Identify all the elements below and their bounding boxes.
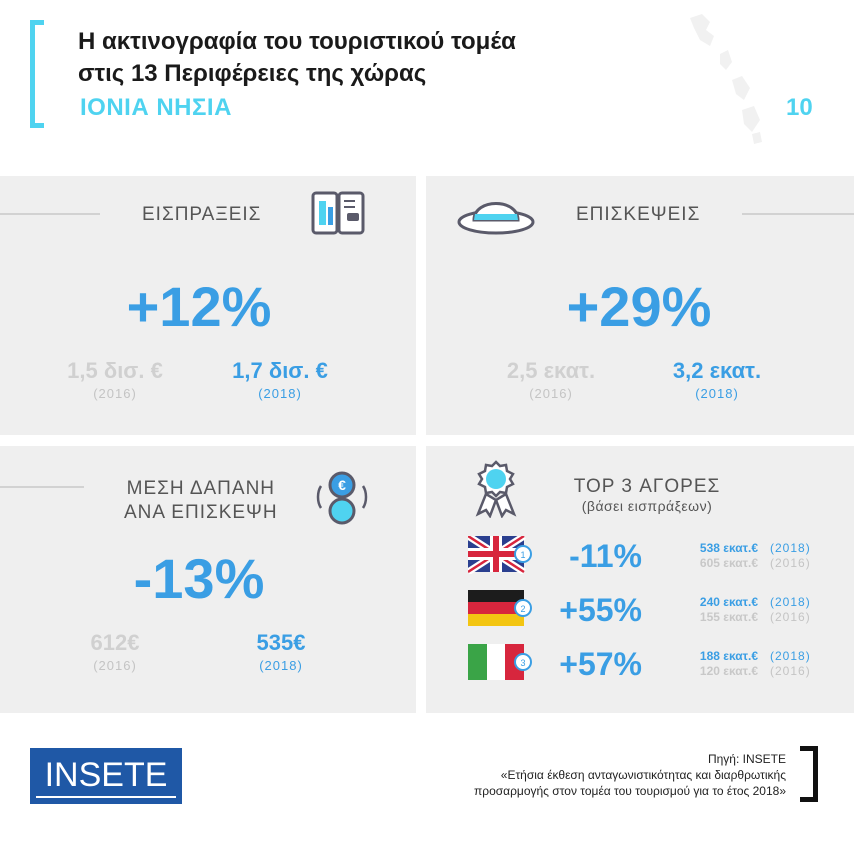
page-number: 10 xyxy=(786,94,813,121)
market-new-value: 538 εκατ.€ xyxy=(699,541,758,555)
svg-text:€: € xyxy=(338,477,346,493)
market-old-value: 155 εκατ.€ xyxy=(699,610,758,624)
market-old-year: (2016) xyxy=(770,664,811,678)
title-line-1: Η ακτινογραφία του τουριστικού τομέα xyxy=(78,28,516,55)
visits-new-value: 3,2 εκατ. xyxy=(672,358,762,383)
market-old-value: 120 εκατ.€ xyxy=(699,664,758,678)
spend-change: -13% xyxy=(133,547,265,610)
uk-flag-icon: 1 xyxy=(468,536,532,574)
euro-coins-icon: € xyxy=(316,471,368,525)
source-note: Πηγή: INSETE «Ετήσια έκθεση ανταγωνιστικ… xyxy=(474,751,786,799)
receipts-old-year: (2016) xyxy=(93,386,137,401)
receipts-new-year: (2018) xyxy=(258,386,302,401)
markets-panel: TOP 3 ΑΓΟΡΕΣ (βάσει εισπράξεων) 1 -11% 5… xyxy=(426,446,854,713)
receipts-change: +12% xyxy=(126,275,272,338)
visits-label: ΕΠΙΣΚΕΨΕΙΣ xyxy=(576,204,701,225)
receipts-panel: ΕΙΣΠΡΑΞΕΙΣ +12% 1,5 δισ. € (2016) 1,7 δι… xyxy=(0,176,416,435)
spend-label: ΜΕΣΗ ΔΑΠΑΝΗ ΑΝΑ ΕΠΙΣΚΕΨΗ xyxy=(124,477,278,525)
spend-label-line-2: ΑΝΑ ΕΠΙΣΚΕΨΗ xyxy=(124,502,278,523)
spend-old-value: 612€ xyxy=(90,630,140,655)
markets-title: TOP 3 ΑΓΟΡΕΣ xyxy=(573,476,721,497)
spend-old-year: (2016) xyxy=(93,658,137,673)
visits-change: +29% xyxy=(566,275,712,338)
market-old-value: 605 εκατ.€ xyxy=(699,556,758,570)
market-new-year: (2018) xyxy=(770,595,811,609)
logo-text: INSETE xyxy=(44,756,168,794)
divider xyxy=(0,486,84,488)
market-new-value: 188 εκατ.€ xyxy=(699,649,758,663)
italy-flag-icon: 3 xyxy=(468,644,532,680)
receipts-new-value: 1,7 δισ. € xyxy=(232,358,328,383)
market-new-value: 240 εκατ.€ xyxy=(699,595,758,609)
ionian-islands-map-icon xyxy=(690,14,762,144)
market-new-year: (2018) xyxy=(770,649,811,663)
divider xyxy=(742,213,854,215)
title-line-2: στις 13 Περιφέρειες της χώρας xyxy=(78,60,427,87)
market-row: 2 +55% 240 εκατ.€ (2018) 155 εκατ.€ (201… xyxy=(468,590,854,630)
visits-old-year: (2016) xyxy=(529,386,573,401)
markets-subtitle: (βάσει εισπράξεων) xyxy=(581,498,713,514)
award-badge-icon xyxy=(475,460,517,518)
page-title: Η ακτινογραφία του τουριστικού τομέα στι… xyxy=(78,26,516,90)
hat-icon xyxy=(457,202,535,235)
logo-underline xyxy=(36,796,176,798)
spend-new-value: 535€ xyxy=(256,630,306,655)
receipts-label: ΕΙΣΠΡΑΞΕΙΣ xyxy=(142,204,262,225)
receipts-old-value: 1,5 δισ. € xyxy=(67,358,163,383)
market-new-year: (2018) xyxy=(770,541,811,555)
visits-old-value: 2,5 εκατ. xyxy=(506,358,596,383)
germany-flag-icon: 2 xyxy=(468,590,532,626)
rank-number: 1 xyxy=(520,550,525,560)
market-old-year: (2016) xyxy=(770,556,811,570)
visits-new-year: (2018) xyxy=(695,386,739,401)
market-change: +57% xyxy=(559,646,642,682)
header-bracket xyxy=(30,20,44,128)
markets-heading: TOP 3 ΑΓΟΡΕΣ (βάσει εισπράξεων) xyxy=(542,476,752,514)
visits-panel: ΕΠΙΣΚΕΨΕΙΣ +29% 2,5 εκατ. (2016) 3,2 εκα… xyxy=(426,176,854,435)
market-row: 1 -11% 538 εκατ.€ (2018) 605 εκατ.€ (201… xyxy=(468,536,854,576)
rank-number: 2 xyxy=(520,604,525,614)
market-old-year: (2016) xyxy=(770,610,811,624)
spend-panel: ΜΕΣΗ ΔΑΠΑΝΗ ΑΝΑ ΕΠΙΣΚΕΨΗ € -13% 612€ (20… xyxy=(0,446,416,713)
source-line-2: «Ετήσια έκθεση ανταγωνιστικότητας και δι… xyxy=(500,768,786,782)
source-line-1: Πηγή: INSETE xyxy=(707,752,786,766)
market-change: -11% xyxy=(569,538,642,574)
spend-new-year: (2018) xyxy=(259,658,303,673)
divider xyxy=(0,213,100,215)
insete-logo: INSETE xyxy=(30,748,182,804)
spend-label-line-1: ΜΕΣΗ ΔΑΠΑΝΗ xyxy=(126,478,276,499)
region-name: ΙΟΝΙΑ ΝΗΣΙΑ xyxy=(80,94,232,121)
rank-number: 3 xyxy=(520,658,525,668)
source-line-3: προσαρμογής στον τομέα του τουρισμού για… xyxy=(473,784,786,798)
market-row: 3 +57% 188 εκατ.€ (2018) 120 εκατ.€ (201… xyxy=(468,644,854,684)
market-change: +55% xyxy=(559,592,642,628)
wallet-icon xyxy=(311,191,365,235)
footer-bracket xyxy=(800,746,818,802)
